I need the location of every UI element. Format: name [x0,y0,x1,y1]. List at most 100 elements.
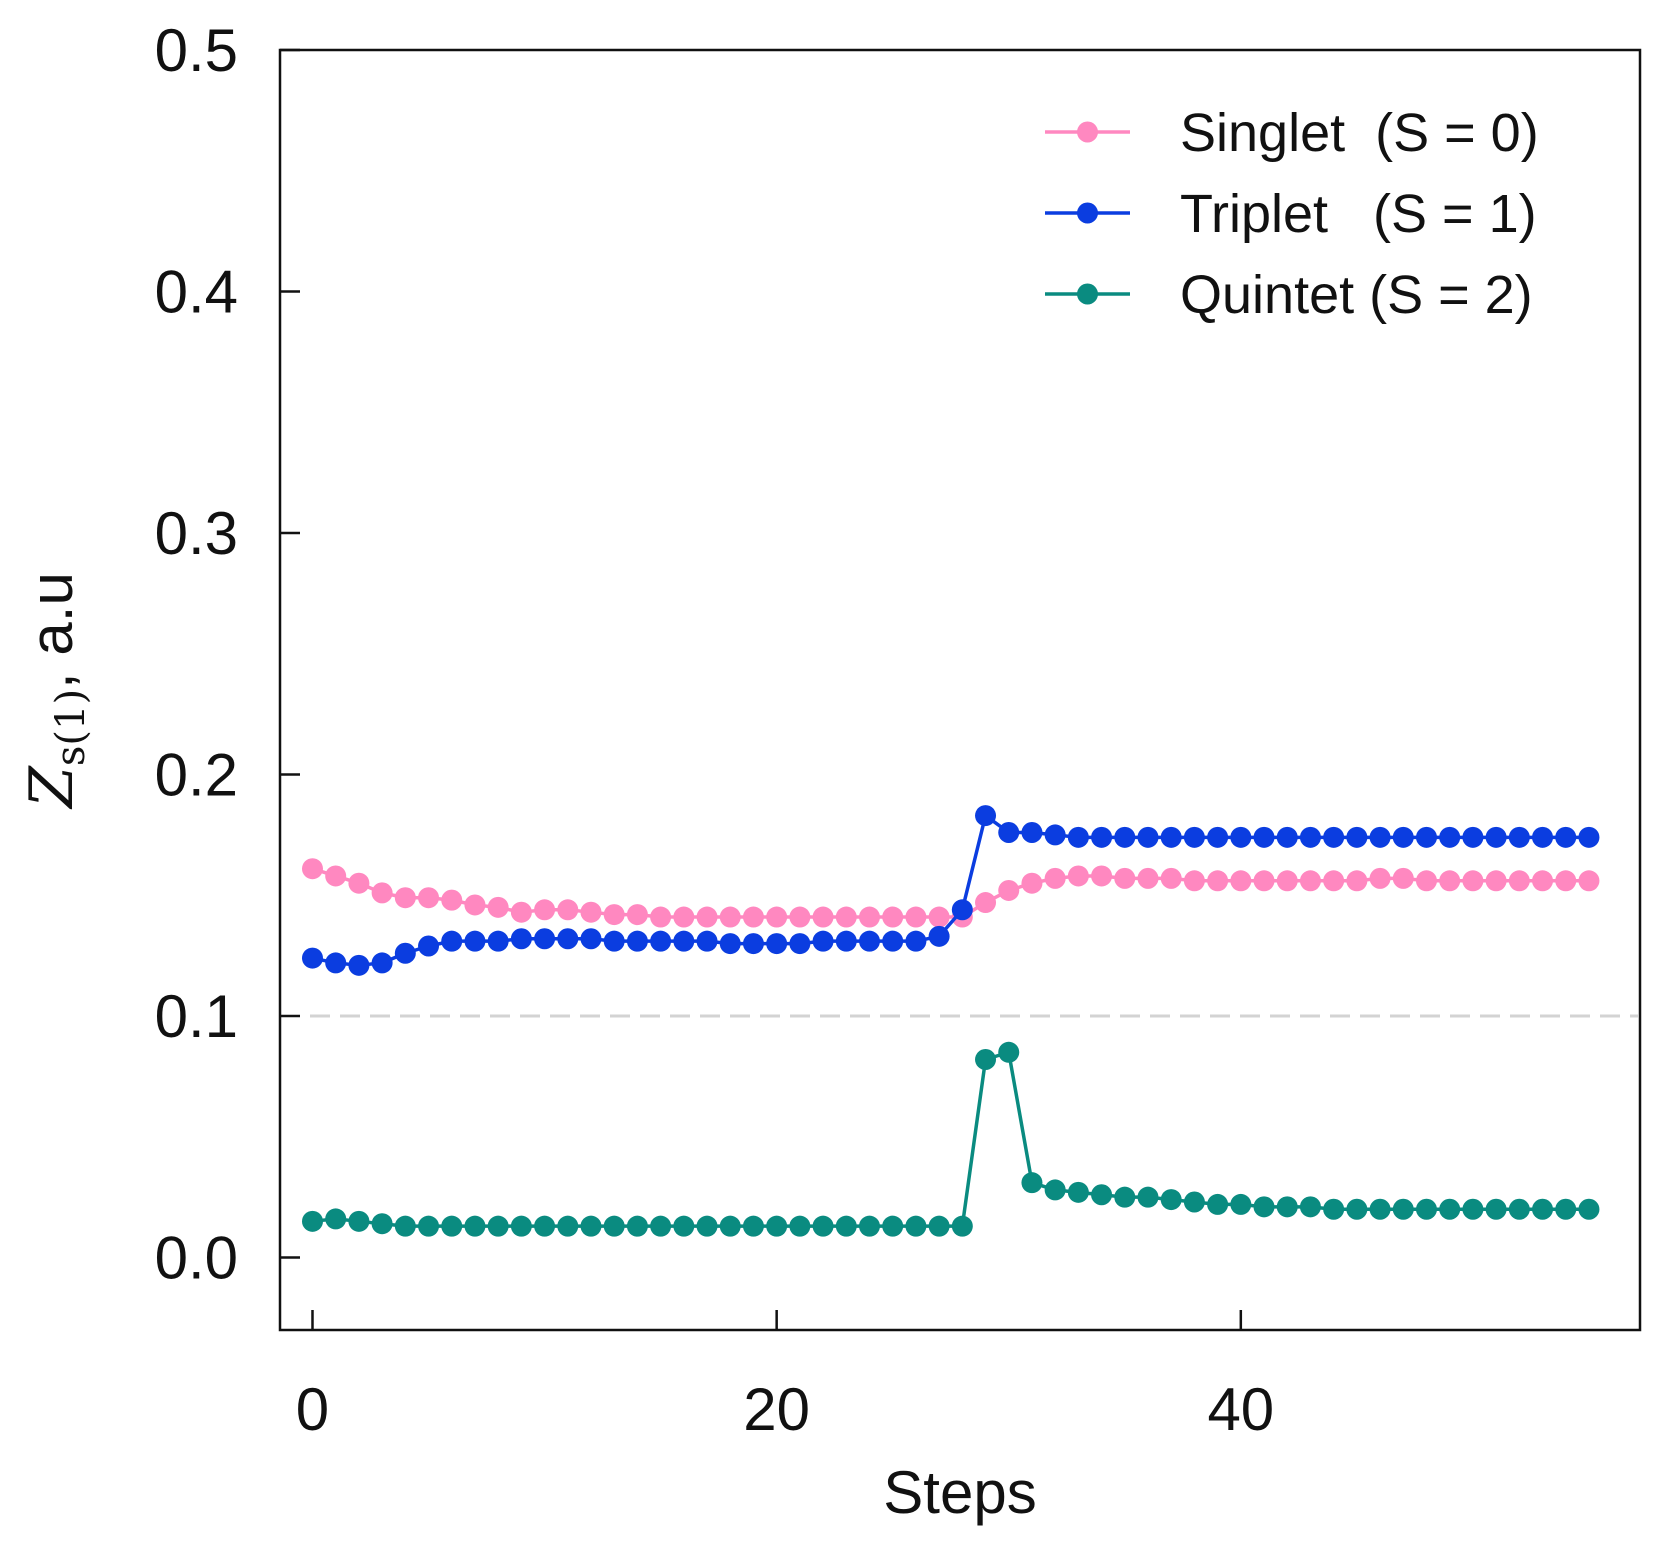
data-point [1485,1198,1507,1220]
x-tick-label: 40 [1207,1376,1274,1443]
data-point [1555,826,1577,848]
data-point [1323,870,1345,892]
data-point [580,1215,602,1237]
data-point [1299,870,1321,892]
legend-item: Singlet (S = 0) [1045,103,1539,163]
data-point [1067,1181,1089,1203]
x-axis-title: Steps [883,1459,1036,1526]
data-point [626,930,648,952]
data-point [418,935,440,957]
data-point [557,1215,579,1237]
y-axis: 0.0 0.1 0.2 0.3 0.4 0.5 [155,17,300,1292]
data-point [1091,865,1113,887]
data-point [650,930,672,952]
y-axis-title-main: Z [17,765,87,810]
data-point [301,947,323,969]
data-point [1462,1198,1484,1220]
data-point [1346,1198,1368,1220]
y-axis-title-unit: , a.u [18,572,85,689]
data-point [1508,826,1530,848]
data-point [418,887,440,909]
data-point [1183,870,1205,892]
data-point [719,906,741,928]
data-point [882,930,904,952]
data-point [1183,1191,1205,1213]
data-point [1346,826,1368,848]
data-point [1369,826,1391,848]
data-point [1091,1184,1113,1206]
data-point [1114,826,1136,848]
data-point [789,933,811,955]
data-point [766,906,788,928]
data-point [858,930,880,952]
data-point [1067,826,1089,848]
data-point [1485,826,1507,848]
legend-marker [1077,121,1098,143]
data-point [325,865,347,887]
data-point [928,1215,950,1237]
data-point [1183,826,1205,848]
data-point [858,906,880,928]
data-point [487,896,509,918]
data-point [394,942,416,964]
data-point [557,928,579,950]
data-point [882,906,904,928]
data-point [1160,826,1182,848]
data-point [1555,870,1577,892]
data-point [1114,1186,1136,1208]
data-point [812,1215,834,1237]
y-tick-label: 0.5 [155,17,238,84]
data-point [301,858,323,880]
data-point [835,930,857,952]
data-point [580,928,602,950]
data-point [603,904,625,926]
data-point [348,1210,370,1232]
data-point [1323,1198,1345,1220]
data-point [1276,870,1298,892]
legend-item: Quintet (S = 2) [1045,265,1533,325]
data-point [325,952,347,974]
data-point [441,930,463,952]
data-point [1207,826,1229,848]
data-point [951,899,973,921]
data-point [719,933,741,955]
data-point [348,872,370,894]
data-point [510,901,532,923]
data-point [1137,867,1159,889]
data-point [975,1049,997,1071]
data-point [626,1215,648,1237]
data-point [766,1215,788,1237]
data-point [557,899,579,921]
data-point [441,1215,463,1237]
data-point [1160,1189,1182,1211]
data-point [1299,1196,1321,1218]
data-point [464,930,486,952]
data-point [1532,1198,1554,1220]
data-point [951,1215,973,1237]
plot-frame [278,48,1642,1332]
data-point [1532,826,1554,848]
data-point [696,930,718,952]
data-point [1439,1198,1461,1220]
data-point [1508,1198,1530,1220]
y-axis-title: Zs(1), a.u [17,572,94,810]
svg-text:Zs(1), a.u: Zs(1), a.u [17,572,94,810]
data-point [812,906,834,928]
legend-label: Triplet (S = 1) [1180,184,1537,244]
legend-marker [1077,202,1098,224]
data-point [441,889,463,911]
data-point [789,1215,811,1237]
data-point [998,821,1020,843]
legend-label: Singlet (S = 0) [1180,103,1539,163]
data-point [580,901,602,923]
data-point [1230,826,1252,848]
data-point [835,906,857,928]
data-point [510,928,532,950]
data-point [975,805,997,827]
data-point [998,1041,1020,1063]
legend: Singlet (S = 0) Triplet (S = 1) Quintet (S… [1045,103,1539,325]
data-point [1253,870,1275,892]
data-point [1578,826,1600,848]
legend-marker [1077,283,1098,305]
